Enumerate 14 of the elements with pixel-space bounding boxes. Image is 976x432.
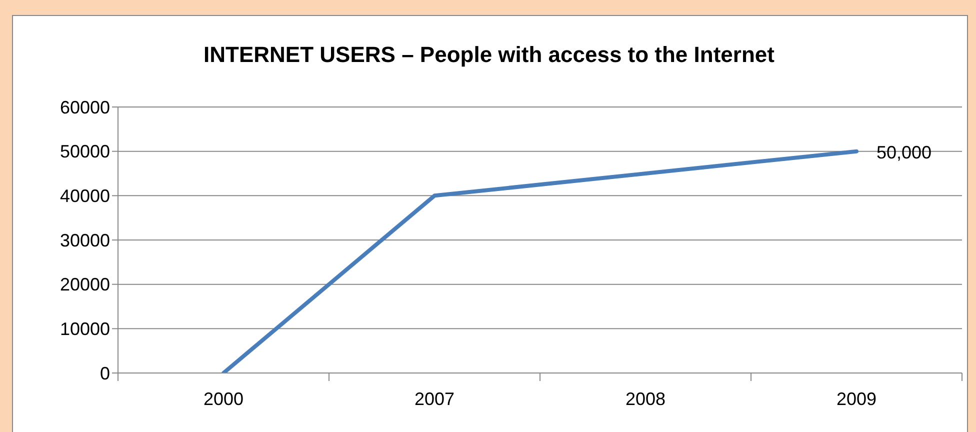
y-tick-label: 50000 (60, 142, 110, 162)
x-tick-label: 2000 (203, 389, 244, 409)
x-tick-label: 2009 (836, 389, 877, 409)
chart-title: INTERNET USERS – People with access to the Internet (202, 42, 776, 68)
y-tick-label: 40000 (60, 186, 110, 206)
data-label: 50,000 (876, 142, 932, 162)
x-tick-label: 2007 (414, 389, 455, 409)
y-tick-label: 20000 (60, 274, 110, 295)
y-tick-label: 30000 (60, 230, 110, 250)
line-series (222, 149, 858, 373)
y-tick-label: 0 (100, 363, 110, 384)
y-tick-label: 60000 (60, 97, 110, 118)
y-tick-label: 10000 (60, 319, 110, 340)
x-tick-label: 2008 (625, 389, 666, 409)
